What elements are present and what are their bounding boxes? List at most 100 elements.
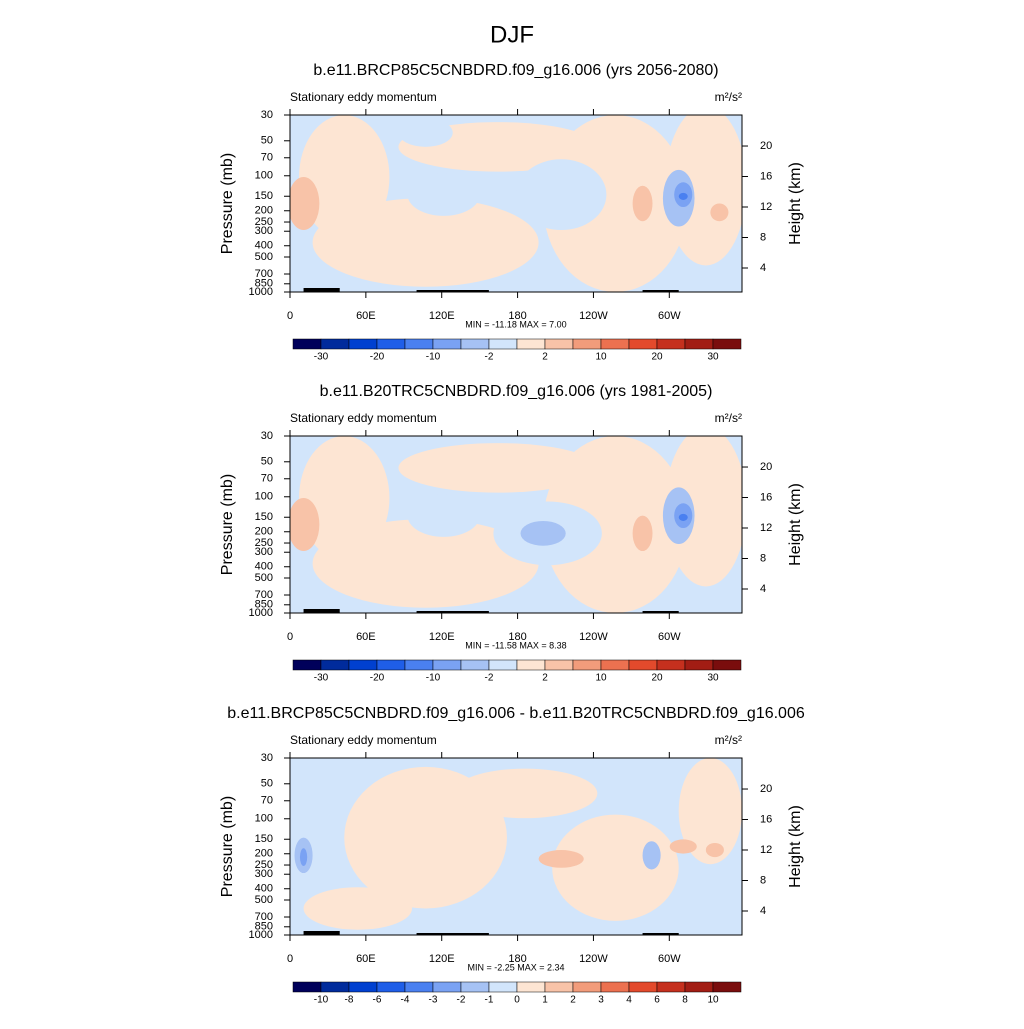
colorbar-label: 10 [595,352,607,363]
y2-tick-label: 8 [760,874,766,886]
colorbar-box [628,659,658,671]
y-tick-label: 30 [261,752,273,764]
colorbar-box [320,659,350,671]
y-tick-label: 500 [255,251,273,263]
x-tick-label: 120W [579,631,608,643]
y-tick-label: 50 [261,135,273,147]
x-tick-label: 60W [658,953,681,965]
contour-region [303,887,413,930]
colorbar-label: -2 [457,995,466,1006]
colorbar-label: -10 [314,995,329,1006]
colorbar-label: 30 [707,352,719,363]
colorbar-box [404,659,434,671]
y-tick-label: 30 [261,430,273,442]
y-tick-label: 70 [261,795,273,807]
colorbar-box [712,659,742,671]
y-tick-label: 200 [255,526,273,538]
colorbar-box [488,659,518,671]
y2-tick-label: 12 [760,844,772,856]
colorbar-box [460,659,490,671]
y2-axis-title: Height (km) [787,483,804,566]
topography [303,609,340,613]
contour-region [398,443,598,493]
colorbar-box [684,981,714,993]
contour-region [452,768,598,819]
topography [416,933,489,935]
panel-title: b.e11.BRCP85C5CNBDRD.f09_g16.006 (yrs 20… [313,62,718,79]
y-tick-label: 100 [255,813,273,825]
y-tick-label: 250 [255,859,273,871]
colorbar-box [684,659,714,671]
y-tick-label: 1000 [249,929,273,941]
x-tick-label: 120W [579,953,608,965]
colorbar-label: -3 [429,995,438,1006]
colorbar-label: -6 [373,995,382,1006]
colorbar-box [292,338,322,350]
stats: MIN = -11.18 MAX = 7.00 [465,319,566,329]
colorbar-box [348,338,378,350]
contour-region [543,436,688,613]
colorbar-label: 6 [654,995,660,1006]
panel-subtitle: Stationary eddy momentum [290,733,437,747]
colorbar-label: 4 [626,995,632,1006]
topography [642,290,679,292]
contour-region [705,842,724,858]
colorbar-label: 10 [595,673,607,684]
colorbar-box [628,338,658,350]
y-tick-label: 250 [255,537,273,549]
colorbar-label: 2 [542,673,548,684]
colorbar-box [712,981,742,993]
x-tick-label: 120W [579,310,608,322]
contour-field [290,436,742,613]
colorbar-box [712,338,742,350]
colorbar-box [684,338,714,350]
colorbar-box [600,659,630,671]
colorbar-box [376,659,406,671]
contour-region [299,848,308,866]
contour-field [290,758,742,935]
colorbar-label: 8 [682,995,688,1006]
contour-region [543,115,688,292]
contour-region [678,513,688,521]
y-tick-label: 300 [255,546,273,558]
y-tick-label: 500 [255,572,273,584]
y-tick-label: 150 [255,190,273,202]
x-tick-label: 180 [508,631,526,643]
colorbar-label: 30 [707,673,719,684]
y2-axis-title: Height (km) [787,805,804,888]
x-tick-label: 180 [508,953,526,965]
y2-tick-label: 8 [760,552,766,564]
colorbar-label: 20 [651,352,663,363]
colorbar-box [460,338,490,350]
colorbar-box [656,981,686,993]
y-tick-label: 250 [255,216,273,228]
contour-region [290,497,320,552]
x-tick-label: 60E [356,953,376,965]
panel-title: b.e11.B20TRC5CNBDRD.f09_g16.006 (yrs 198… [320,383,713,400]
units: m²/s² [715,90,742,104]
y-tick-label: 400 [255,883,273,895]
contour-region [710,203,729,222]
colorbar-label: 1 [542,995,548,1006]
y-tick-label: 70 [261,152,273,164]
colorbar-box [544,338,574,350]
contour-region [665,436,742,587]
colorbar-label: -4 [401,995,410,1006]
y-tick-label: 70 [261,473,273,485]
contour-region [290,176,320,231]
contour-region [520,520,566,546]
y2-axis-title: Height (km) [787,162,804,245]
y-tick-label: 30 [261,109,273,121]
topography [642,611,679,613]
topography [642,933,679,935]
colorbar-box [432,981,462,993]
contour-region [407,173,480,216]
colorbar-label: -20 [370,352,385,363]
colorbar-box [292,659,322,671]
x-tick-label: 0 [287,631,293,643]
contour-region [398,118,453,147]
y-tick-label: 300 [255,868,273,880]
y-tick-label: 50 [261,456,273,468]
y2-tick-label: 20 [760,783,772,795]
colorbar-box [600,981,630,993]
